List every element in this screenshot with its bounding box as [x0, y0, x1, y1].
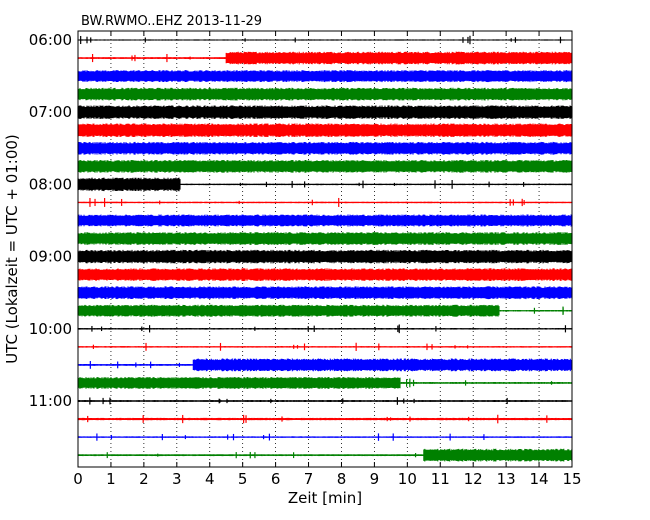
trace-segment — [77, 87, 573, 101]
trace-segment — [77, 249, 573, 264]
x-tick-label: 3 — [172, 470, 182, 488]
trace-row — [77, 232, 573, 245]
trace-group — [77, 35, 573, 462]
trace-row — [77, 177, 572, 192]
x-axis-ticks: 0 1 2 3 4 5 6 7 8 9 10 11 12 13 14 15 — [73, 31, 582, 488]
trace-row — [77, 358, 572, 372]
trace-row — [77, 35, 573, 45]
x-tick-label: 5 — [238, 470, 248, 488]
trace-segment — [77, 159, 573, 173]
trace-segment — [77, 268, 573, 282]
trace-row — [77, 324, 573, 334]
trace-segment — [77, 70, 573, 83]
trace-row — [77, 414, 573, 424]
x-tick-label: 8 — [337, 470, 347, 488]
trace-row — [77, 286, 573, 300]
trace-segment — [77, 177, 181, 192]
trace-segment — [225, 51, 572, 65]
y-axis-label: UTC (Lokalzeit = UTC + 01:00) — [3, 134, 21, 364]
trace-row — [77, 376, 573, 389]
trace-row — [77, 214, 573, 227]
trace-segment — [77, 123, 573, 138]
chart-title: BW.RWMO..EHZ 2013-11-29 — [81, 14, 262, 29]
trace-segment — [77, 346, 573, 348]
trace-row — [77, 87, 573, 101]
trace-row — [77, 70, 573, 83]
x-tick-label: 11 — [431, 470, 450, 488]
grid-lines — [110, 31, 540, 467]
x-axis-label: Zeit [min] — [288, 489, 362, 507]
trace-row — [77, 448, 573, 462]
trace-row — [77, 342, 573, 351]
trace-segment — [77, 214, 573, 227]
trace-row — [77, 105, 573, 119]
trace-row — [77, 249, 573, 264]
trace-segment — [77, 232, 573, 245]
x-tick-label: 7 — [304, 470, 314, 488]
trace-row — [77, 197, 573, 207]
x-tick-label: 10 — [398, 470, 417, 488]
trace-segment — [77, 304, 500, 317]
trace-row — [77, 397, 573, 405]
y-axis-ticks: 06:00 07:00 08:00 09:00 10:00 11:00 — [29, 31, 572, 410]
trace-row — [77, 304, 573, 317]
trace-row — [77, 159, 573, 173]
trace-row — [77, 433, 573, 441]
x-tick-label: 14 — [530, 470, 549, 488]
y-tick-label: 10:00 — [29, 320, 72, 338]
trace-segment — [179, 183, 572, 186]
x-tick-label: 9 — [370, 470, 380, 488]
x-tick-label: 2 — [139, 470, 149, 488]
trace-row — [77, 268, 573, 282]
x-tick-label: 1 — [106, 470, 116, 488]
x-tick-label: 13 — [497, 470, 516, 488]
trace-segment — [77, 328, 573, 330]
y-tick-label: 06:00 — [29, 31, 72, 49]
trace-row — [77, 123, 573, 138]
trace-segment — [77, 436, 573, 438]
x-tick-label: 15 — [562, 470, 581, 488]
trace-segment — [192, 358, 572, 372]
x-tick-label: 0 — [73, 470, 83, 488]
trace-segment — [498, 309, 573, 312]
y-tick-label: 11:00 — [29, 392, 72, 410]
plot-frame — [77, 30, 573, 468]
x-tick-label: 4 — [205, 470, 215, 488]
y-tick-label: 09:00 — [29, 248, 72, 266]
trace-segment — [77, 57, 227, 60]
y-tick-label: 07:00 — [29, 103, 72, 121]
trace-segment — [423, 448, 573, 462]
x-tick-label: 6 — [271, 470, 281, 488]
trace-segment — [77, 39, 573, 41]
x-tick-label: 12 — [464, 470, 483, 488]
trace-row — [77, 51, 572, 65]
trace-segment — [400, 381, 573, 384]
trace-segment — [77, 400, 573, 402]
trace-segment — [77, 286, 573, 300]
trace-segment — [77, 376, 401, 389]
trace-segment — [77, 141, 573, 155]
y-tick-label: 08:00 — [29, 175, 72, 193]
trace-segment — [77, 201, 573, 204]
trace-segment — [77, 105, 573, 119]
trace-row — [77, 141, 573, 155]
